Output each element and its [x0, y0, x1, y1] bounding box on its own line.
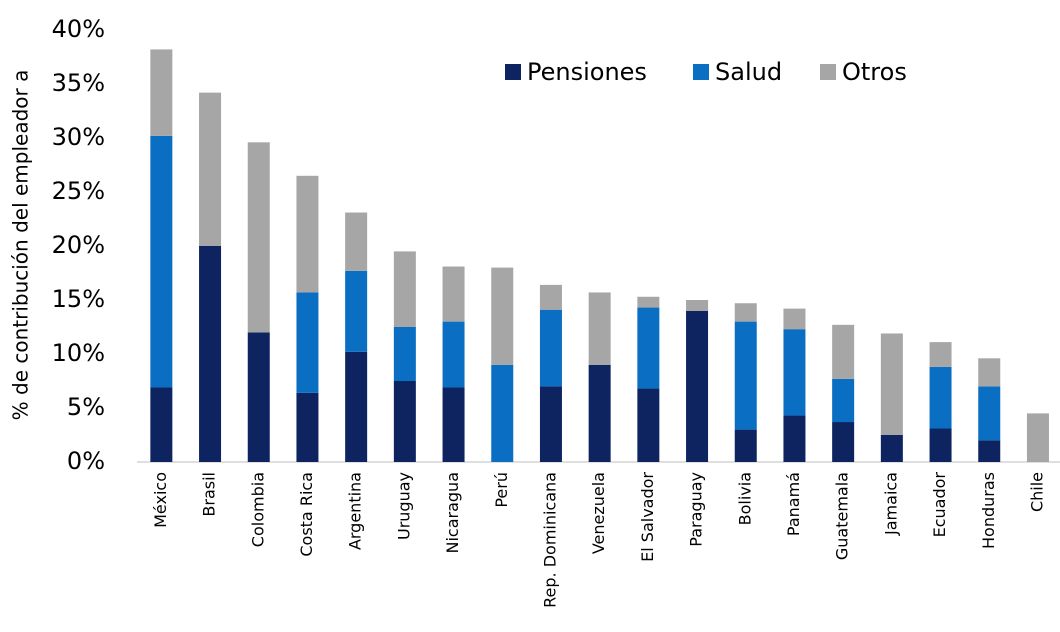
- bar-segment: [491, 364, 514, 462]
- y-tick-label: 15%: [52, 285, 105, 313]
- legend-label: Pensiones: [527, 58, 647, 86]
- bar-segment: [880, 435, 903, 462]
- y-tick-label: 20%: [52, 231, 105, 259]
- bar-segment: [832, 422, 855, 462]
- bar-segment: [539, 309, 562, 387]
- bar-segment: [637, 388, 660, 462]
- bar-segment: [1026, 413, 1049, 462]
- bar-segment: [978, 386, 1001, 441]
- bar-segment: [296, 175, 319, 293]
- y-tick-label: 35%: [52, 69, 105, 97]
- bar-segment: [393, 381, 416, 462]
- x-tick-label: Venezuela: [589, 472, 608, 554]
- bar-segment: [393, 327, 416, 381]
- x-tick-label: Colombia: [248, 472, 267, 547]
- x-tick-label: Paraguay: [687, 472, 706, 547]
- bar-segment: [296, 292, 319, 393]
- y-tick-label: 30%: [52, 123, 105, 151]
- bar-segment: [247, 332, 270, 462]
- x-tick-label: Uruguay: [394, 472, 413, 540]
- y-tick-label: 0%: [67, 447, 105, 475]
- legend-label: Otros: [842, 58, 907, 86]
- y-tick-label: 40%: [52, 15, 105, 43]
- bar-segment: [539, 386, 562, 462]
- bar-segment: [345, 351, 368, 462]
- x-tick-label: Nicaragua: [443, 472, 462, 554]
- x-tick-label: Panamá: [784, 472, 803, 536]
- x-tick-label: México: [151, 472, 170, 528]
- x-tick-label: Costa Rica: [297, 472, 316, 557]
- bar-segment: [345, 212, 368, 271]
- legend-swatch: [820, 64, 836, 80]
- bar-segment: [686, 310, 709, 462]
- bar-segment: [442, 321, 465, 388]
- y-tick-label: 10%: [52, 339, 105, 367]
- bar-segment: [832, 378, 855, 423]
- bar-segment: [588, 364, 611, 462]
- x-tick-label: Ecuador: [930, 472, 949, 538]
- x-tick-label: Chile: [1027, 472, 1046, 512]
- bar-segment: [442, 387, 465, 462]
- bar-segment: [442, 266, 465, 322]
- bar-segment: [199, 246, 222, 462]
- x-tick-label: Honduras: [979, 472, 998, 549]
- legend-label: Salud: [715, 58, 782, 86]
- bar-segment: [783, 308, 806, 330]
- bar-segment: [978, 358, 1001, 387]
- bar-segment: [783, 415, 806, 462]
- x-tick-label: El Salvador: [638, 472, 657, 562]
- x-tick-label: Bolivia: [735, 472, 754, 525]
- x-tick-label: Argentina: [346, 472, 365, 550]
- bar-segment: [539, 284, 562, 310]
- bar-segment: [150, 49, 173, 136]
- x-tick-label: Perú: [492, 472, 511, 508]
- bar-segment: [637, 307, 660, 389]
- bar-segment: [929, 428, 952, 462]
- y-tick-label: 5%: [67, 393, 105, 421]
- legend-swatch: [505, 64, 521, 80]
- bar-segment: [734, 321, 757, 430]
- bar-segment: [783, 329, 806, 416]
- bar-segment: [491, 267, 514, 365]
- bar-segment: [880, 333, 903, 435]
- bar-segment: [929, 342, 952, 367]
- x-tick-label: Rep. Dominicana: [540, 472, 559, 608]
- bar-segment: [296, 392, 319, 462]
- bar-segment: [150, 135, 173, 388]
- bar-segment: [978, 440, 1001, 462]
- bar-segment: [637, 296, 660, 308]
- x-tick-label: Brasil: [200, 472, 219, 517]
- bar-segment: [929, 366, 952, 429]
- bar-segment: [686, 300, 709, 311]
- x-tick-label: Jamaica: [881, 472, 900, 536]
- legend-swatch: [693, 64, 709, 80]
- bar-segment: [832, 324, 855, 379]
- bar-segment: [345, 270, 368, 352]
- bar-segment: [199, 92, 222, 246]
- y-tick-label: 25%: [52, 177, 105, 205]
- bar-segment: [734, 429, 757, 462]
- bar-segment: [734, 303, 757, 322]
- bar-segment: [150, 387, 173, 462]
- bar-segment: [588, 292, 611, 365]
- bar-segment: [393, 251, 416, 327]
- y-axis-title: % de contribución del empleador a: [9, 70, 33, 421]
- bar-segment: [247, 142, 270, 333]
- x-tick-label: Guatemala: [833, 472, 852, 560]
